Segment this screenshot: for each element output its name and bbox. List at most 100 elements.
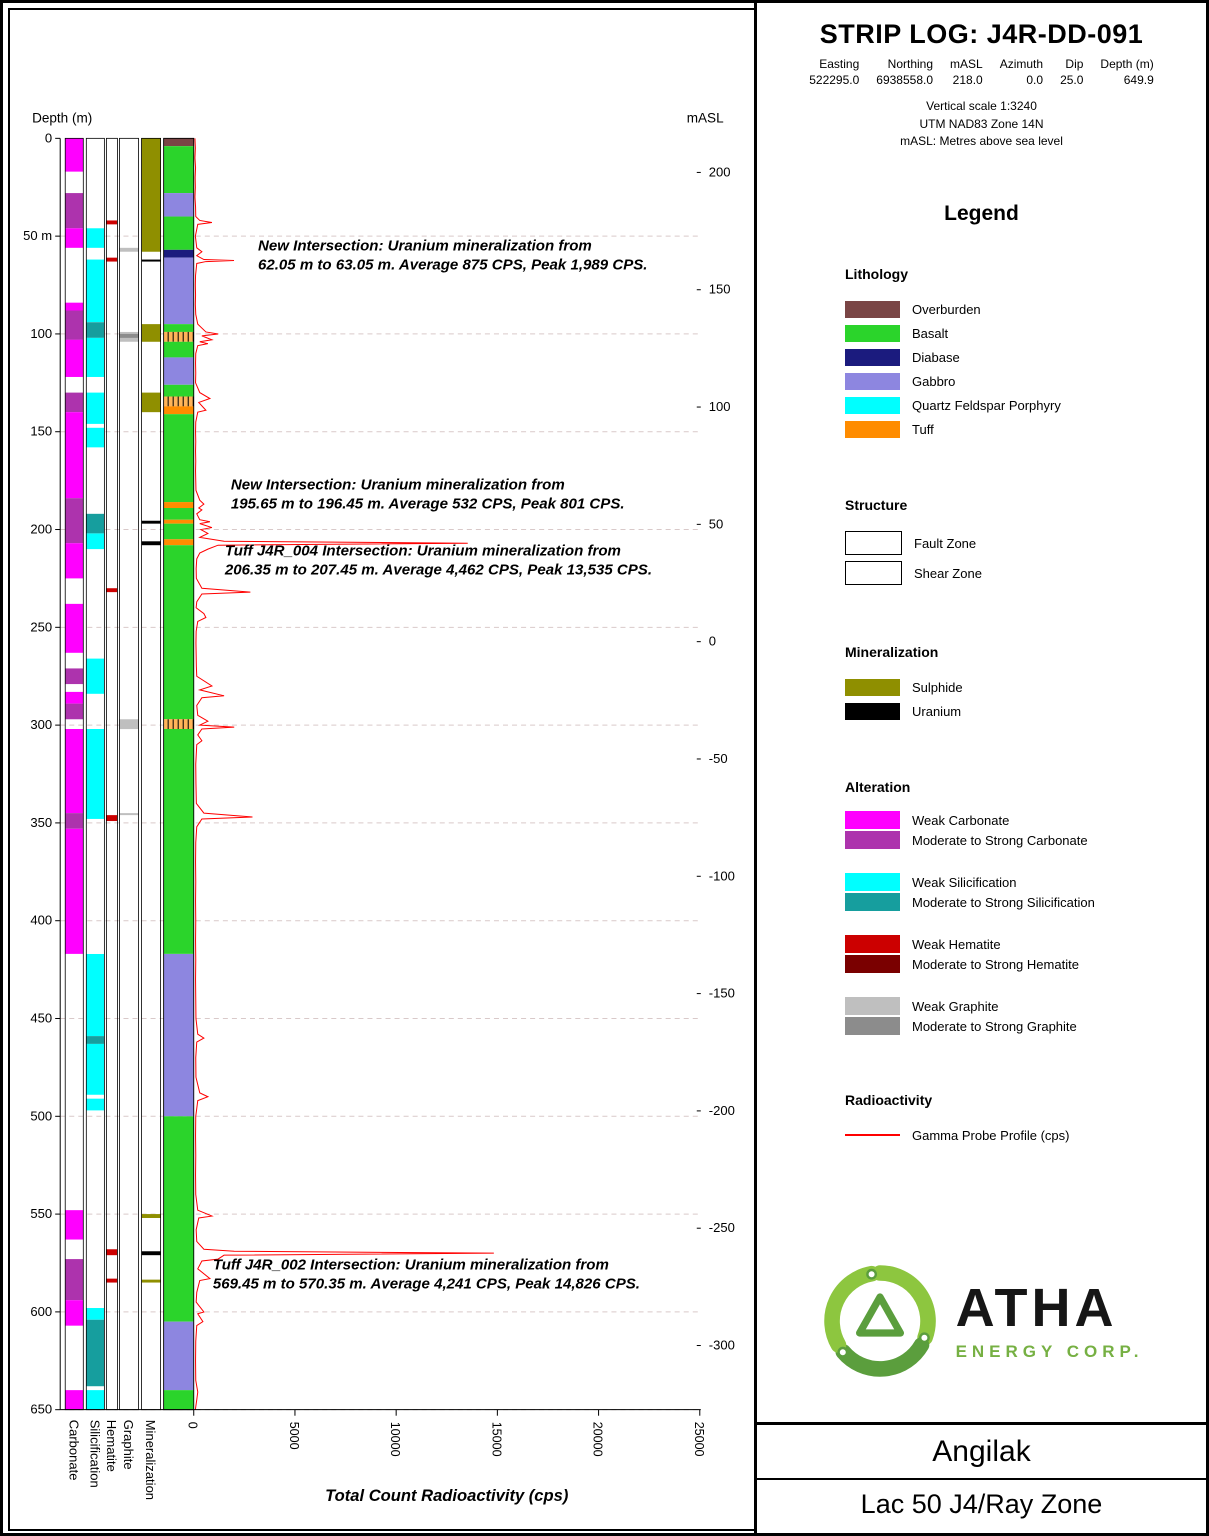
depth-tick-label: 300	[30, 717, 52, 732]
scale-notes: Vertical scale 1:3240 UTM NAD83 Zone 14N m…	[757, 98, 1206, 150]
legend-item-gabbro: Gabbro	[845, 369, 1206, 393]
silicification-interval	[86, 728, 105, 819]
masl-tick-label: 50	[709, 516, 724, 531]
silicification-interval	[86, 1308, 105, 1320]
collar-field: Easting 522295.0	[809, 57, 859, 88]
atha-logo-icon	[823, 1265, 936, 1377]
gamma-line-swatch	[845, 1134, 900, 1137]
carbonate_weak-swatch	[845, 811, 900, 830]
carbonate-interval	[65, 228, 84, 248]
hematite-interval	[106, 815, 118, 822]
legend-item-label: Moderate to Strong Carbonate	[912, 832, 1088, 848]
depth-tick-label: 550	[30, 1206, 52, 1221]
masl-tick-label: 100	[709, 399, 731, 414]
depth-tick-label: 200	[30, 522, 52, 537]
alteration-group: Weak Silicification Moderate to Strong Si…	[845, 872, 1206, 912]
lithology-interval	[163, 257, 194, 325]
cps-tick-label: 0	[186, 1422, 200, 1429]
masl-axis: 200 150 100 50 0 -50 -100 -150 -200 -250 -300 mASL	[687, 110, 735, 1352]
legend-item-label: Weak Carbonate	[912, 812, 1010, 828]
silicification-interval	[86, 513, 105, 534]
lithology-interval	[163, 414, 194, 503]
legend-item-label: Gamma Probe Profile (cps)	[912, 1127, 1070, 1143]
legend-item-basalt: Basalt	[845, 321, 1206, 345]
page-title: STRIP LOG: J4R-DD-091	[819, 19, 1144, 49]
carbonate-interval	[65, 691, 84, 704]
carbonate-interval	[65, 339, 84, 377]
masl-tick-label: -200	[709, 1103, 735, 1118]
collar-field-label: mASL	[950, 57, 983, 71]
legend-item-uranium: Uranium	[845, 699, 1206, 723]
lithology-interval	[163, 216, 194, 250]
fault-zone-swatch	[845, 531, 902, 556]
cps-axis-title: Total Count Radioactivity (cps)	[325, 1486, 569, 1505]
cps-tick-label: 25000	[692, 1422, 706, 1457]
legend-item-carbonate_strong: Moderate to Strong Carbonate	[845, 830, 1206, 850]
carbonate-interval	[65, 1300, 84, 1326]
graphite_weak-swatch	[845, 997, 900, 1016]
collar-field-label: Easting	[819, 57, 860, 71]
silicification-interval	[86, 1390, 105, 1410]
lithology-interval	[163, 539, 194, 546]
legend-section-radioactivity: Radioactivity Gamma Probe Profile (cps)	[845, 1092, 1206, 1147]
silicification-interval	[86, 1036, 105, 1044]
carbonate-interval	[65, 813, 84, 829]
carbonate-interval	[65, 498, 84, 544]
lithology-interval	[163, 324, 194, 332]
legend-item-label: Moderate to Strong Hematite	[912, 956, 1079, 972]
svg-text:New Intersection: Uranium mine: New Intersection: Uranium mineralization…	[231, 476, 565, 493]
mineralization-heading: Mineralization	[845, 644, 939, 661]
legend-item-label: Basalt	[912, 325, 949, 341]
depth-axis-title: Depth (m)	[32, 110, 92, 125]
silicification-interval	[86, 658, 105, 694]
mineralization-interval	[141, 392, 161, 413]
uranium-swatch	[845, 702, 900, 720]
masl-tick-label: -300	[709, 1338, 735, 1353]
legend-item-fault-zone: Fault Zone	[845, 528, 1206, 558]
logo-text: ATHA ENERGY CORP.	[956, 1281, 1144, 1362]
legend-item-label: Shear Zone	[914, 565, 982, 581]
svg-text:195.65 m to 196.45 m. Average: 195.65 m to 196.45 m. Average 532 CPS, P…	[231, 495, 625, 512]
alteration-groups: Weak Carbonate Moderate to Strong Carbona…	[845, 810, 1206, 1036]
svg-text:Tuff J4R_004 Intersection: Ura: Tuff J4R_004 Intersection: Uranium miner…	[225, 542, 621, 559]
legend-item-label: Overburden	[912, 301, 981, 317]
carbonate-interval	[65, 1210, 84, 1240]
alteration-heading: Alteration	[845, 779, 911, 796]
lithology-interval	[163, 1116, 194, 1322]
carbonate-interval	[65, 703, 84, 720]
svg-text:Tuff J4R_002 Intersection: Ura: Tuff J4R_002 Intersection: Uranium miner…	[213, 1256, 609, 1273]
legend-item-label: Moderate to Strong Silicification	[912, 894, 1095, 910]
structure-overlay	[163, 396, 194, 407]
masl-tick-label: 0	[709, 634, 716, 649]
logo-name: ATHA	[955, 1277, 1118, 1338]
carbonate-interval	[65, 1390, 84, 1410]
depth-tick-label: 450	[30, 1011, 52, 1026]
strip-log-plot: 050 m10015020025030035040045050055060065…	[23, 110, 735, 1505]
lithology-interval	[163, 1390, 194, 1410]
legend-item-silicification_strong: Moderate to Strong Silicification	[845, 892, 1206, 912]
gamma-profile-line	[194, 138, 494, 1410]
silicification-interval	[86, 228, 105, 248]
legend-item-label: Sulphide	[912, 679, 963, 695]
lithology-interval	[163, 384, 194, 397]
legend-item-label: Weak Hematite	[912, 936, 1001, 952]
silicification-interval	[86, 427, 105, 448]
depth-tick-label: 0	[45, 130, 52, 145]
graphite-interval	[119, 333, 139, 338]
depth-tick-label: 50 m	[23, 228, 52, 243]
masl-axis-title: mASL	[687, 110, 724, 125]
structure-heading: Structure	[845, 497, 908, 514]
silicification-interval	[86, 259, 105, 323]
mineralization-interval	[141, 1214, 161, 1218]
legend-section-structure: Structure Fault Zone Shear Zone	[845, 497, 1206, 588]
hematite-interval	[106, 588, 118, 593]
collar-field-value: 649.9	[1123, 72, 1154, 87]
svg-text:569.45 m to 570.35 m. Average: 569.45 m to 570.35 m. Average 4,241 CPS,…	[213, 1275, 640, 1292]
silicification-interval	[86, 1319, 105, 1387]
silicification-interval	[86, 337, 105, 377]
lithology-interval	[163, 1321, 194, 1391]
project-name: Angilak	[757, 1425, 1206, 1480]
gridlines	[60, 235, 701, 1411]
cps-axis: 0 5000 10000 15000 20000 25000 Total Count Rad…	[60, 1409, 706, 1505]
cps-tick-label: 10000	[388, 1422, 402, 1457]
